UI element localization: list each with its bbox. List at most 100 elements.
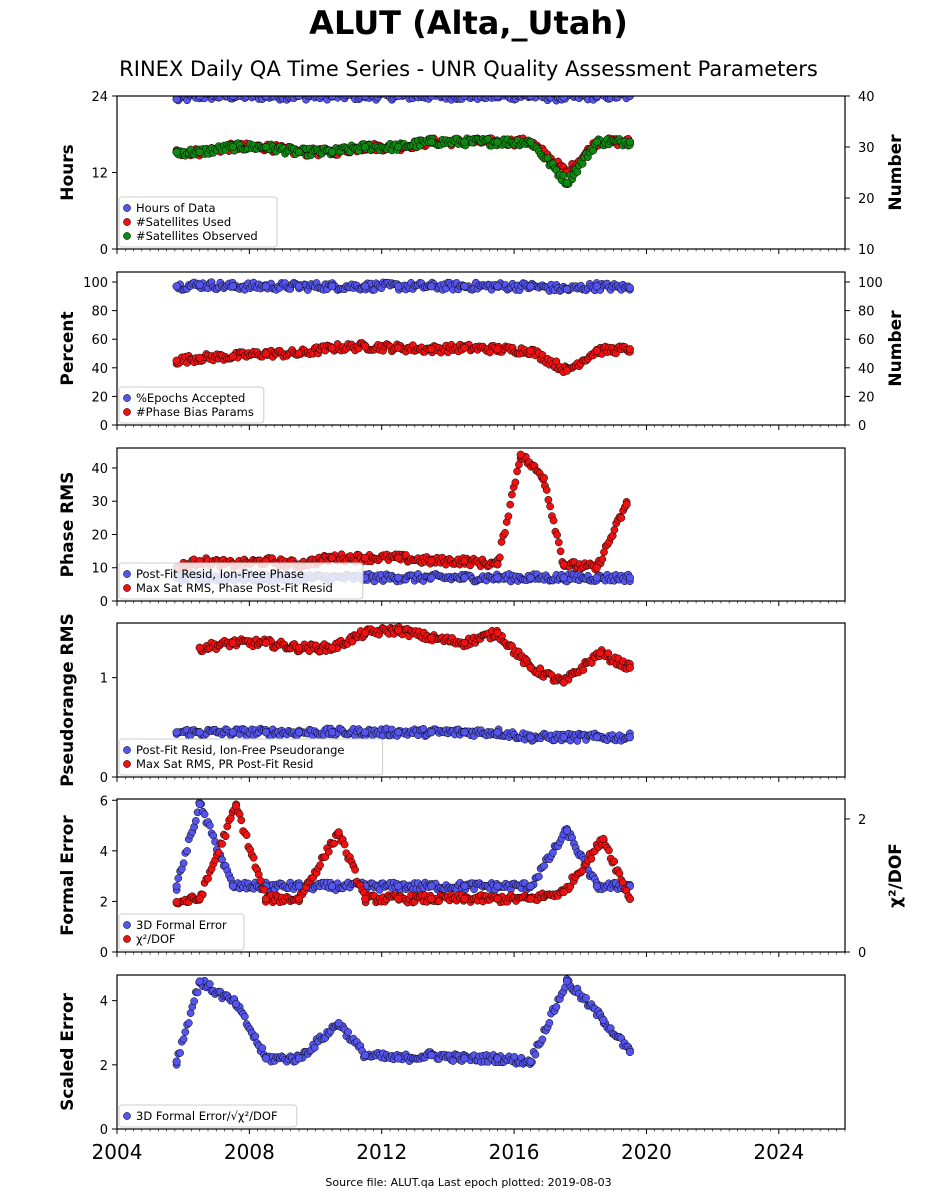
legend-marker — [123, 204, 131, 212]
data-point-blue — [184, 1019, 193, 1027]
y-tick-label: 100 — [83, 276, 108, 291]
data-point-red — [427, 345, 436, 354]
data-point-red — [553, 531, 561, 539]
data-point-blue — [526, 1057, 535, 1066]
data-point-blue — [430, 96, 434, 97]
data-point-blue — [232, 999, 241, 1008]
data-point-blue — [625, 573, 634, 582]
legend-marker — [123, 1112, 131, 1120]
data-point-red — [526, 346, 535, 355]
data-point-red — [172, 898, 181, 907]
data-point-red — [394, 625, 403, 635]
data-point-red — [218, 840, 226, 848]
data-point-red — [228, 638, 237, 647]
legend-box — [118, 196, 278, 248]
data-point-red — [592, 346, 601, 355]
y-tick-label: 0 — [100, 595, 108, 610]
data-point-blue — [181, 1028, 190, 1036]
data-point-red — [552, 357, 561, 366]
data-point-green — [228, 142, 237, 152]
y-tick-label: 20 — [91, 390, 108, 405]
data-point-blue — [384, 96, 386, 97]
legend-marker — [123, 408, 131, 416]
data-point-blue — [261, 96, 270, 101]
data-point-red — [579, 666, 588, 674]
legend-marker — [123, 584, 131, 592]
legend-label: #Phase Bias Params — [136, 405, 254, 419]
data-point-red — [261, 638, 270, 647]
data-point-blue — [219, 96, 225, 97]
data-point-red — [328, 343, 337, 352]
data-point-red — [605, 846, 613, 855]
data-point-red — [394, 553, 403, 562]
data-point-blue — [460, 882, 469, 891]
y-tick-label: 0 — [100, 419, 108, 434]
data-point-red — [592, 563, 601, 572]
data-point-blue — [427, 728, 436, 737]
data-point-red — [501, 529, 509, 537]
data-point-red — [539, 473, 548, 482]
data-point-blue — [592, 882, 601, 891]
data-point-blue — [526, 733, 535, 742]
data-point-blue — [562, 826, 572, 835]
data-point-blue — [493, 96, 502, 101]
legend-label: Post-Fit Resid, Ion-Free Phase — [136, 567, 304, 581]
y2-axis-label: χ²/DOF — [886, 843, 906, 908]
data-point-red — [596, 648, 605, 657]
y-axis-label: Hours — [58, 144, 78, 201]
y-tick-label: 1 — [100, 672, 108, 687]
data-point-blue — [361, 1051, 370, 1060]
data-point-blue — [394, 882, 403, 891]
x-tick-label: 2024 — [753, 1140, 804, 1164]
data-point-blue — [599, 1015, 608, 1024]
data-point-blue — [460, 1054, 469, 1063]
data-point-red — [256, 876, 265, 885]
data-point-red — [214, 848, 223, 857]
data-point-red — [221, 832, 230, 841]
y-tick-label: 60 — [91, 333, 108, 348]
y-tick-label: 0 — [100, 771, 108, 786]
data-point-red — [195, 353, 204, 362]
legend-box — [118, 1104, 298, 1128]
data-point-green — [573, 168, 582, 176]
y-axis-label: Pseudorange RMS — [58, 613, 78, 787]
data-points — [172, 975, 634, 1069]
data-point-red — [526, 663, 535, 672]
data-point-red — [351, 865, 359, 874]
data-point-red — [228, 352, 237, 361]
data-point-blue — [361, 282, 370, 291]
data-point-red — [232, 801, 241, 810]
data-point-green — [562, 178, 572, 187]
data-point-red — [427, 557, 436, 566]
data-point-blue — [183, 847, 191, 855]
data-point-blue — [205, 980, 214, 988]
y-tick-label: 2 — [100, 895, 108, 910]
y2-tick-label: 100 — [858, 276, 883, 291]
legend-box — [118, 738, 384, 776]
data-point-blue — [538, 1035, 547, 1044]
data-point-blue — [251, 1032, 260, 1041]
data-point-red — [460, 894, 469, 903]
y-tick-label: 0 — [100, 1123, 108, 1138]
data-point-red — [536, 664, 545, 673]
data-point-blue — [195, 728, 204, 737]
legend-marker — [123, 218, 131, 226]
y-axis-label: Formal Error — [58, 815, 78, 936]
data-point-red — [625, 894, 634, 903]
data-point-blue — [328, 728, 337, 737]
data-point-blue — [481, 96, 484, 97]
y-tick-label: 10 — [91, 562, 108, 577]
y2-tick-label: 0 — [858, 946, 866, 961]
data-point-red — [242, 831, 251, 839]
y2-tick-label: 10 — [858, 243, 875, 258]
data-point-blue — [174, 874, 183, 883]
data-point-red — [493, 628, 502, 637]
data-point-blue — [573, 737, 582, 745]
data-point-blue — [526, 96, 535, 101]
data-point-red — [497, 538, 506, 546]
legend-box — [118, 562, 364, 600]
y-tick-label: 40 — [91, 362, 108, 377]
data-point-blue — [427, 573, 436, 582]
data-point-blue — [535, 872, 543, 881]
